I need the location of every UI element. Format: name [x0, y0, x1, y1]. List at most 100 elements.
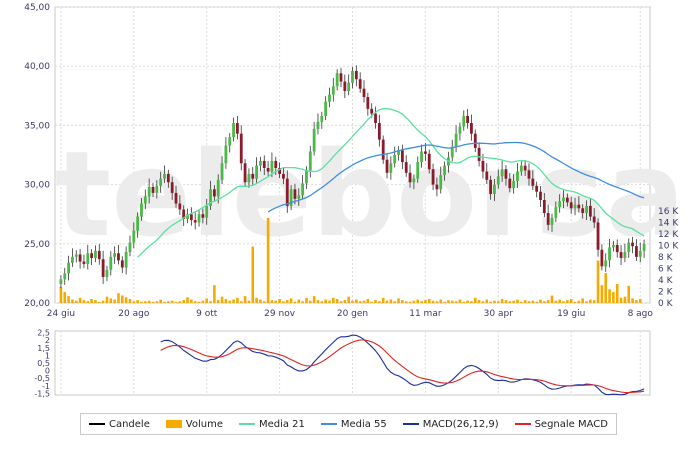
volume-bar — [585, 301, 588, 303]
candle-body — [539, 191, 542, 200]
macd-tick-label: 1 — [45, 351, 50, 360]
volume-bar — [282, 301, 285, 303]
volume-bar — [627, 285, 631, 303]
volume-bar — [351, 300, 354, 303]
volume-bar — [493, 300, 496, 303]
candle-body — [147, 186, 151, 197]
volume-bar — [424, 300, 427, 303]
legend-label: Media 21 — [258, 418, 305, 430]
volume-bar — [124, 297, 128, 303]
volume-bar — [78, 297, 82, 303]
volume-bar — [105, 296, 109, 303]
candle-body — [516, 171, 519, 182]
macd-lines — [160, 334, 645, 396]
candle-body — [573, 204, 577, 209]
volume-bar — [523, 300, 527, 303]
candle-body — [638, 250, 642, 257]
volume-bar — [512, 300, 515, 303]
macd-tick-label: 0,5 — [37, 359, 50, 368]
candle-body — [212, 189, 216, 197]
candle-body — [155, 185, 159, 193]
candle-body — [174, 192, 178, 204]
volume-tick-label: 4 K — [658, 276, 674, 286]
macd-tick-label: -1 — [42, 382, 50, 391]
candle-body — [550, 217, 554, 225]
volume-bar — [558, 299, 561, 303]
candle-body — [450, 146, 454, 158]
candle-body — [420, 151, 423, 163]
candle-body — [404, 162, 408, 173]
volume-bar — [504, 300, 508, 303]
x-tick-label: 11 mar — [409, 309, 442, 319]
volume-bar — [404, 301, 408, 303]
candle-body — [631, 242, 634, 247]
volume-bar — [600, 285, 604, 303]
volume-bar — [604, 273, 608, 303]
volume-bar — [638, 298, 642, 303]
chart-legend: Candele Volume Media 21 Media 55 MACD(26,12,… — [80, 413, 617, 435]
candle-body — [416, 162, 420, 179]
macd-tick-label: 2,5 — [37, 329, 50, 338]
volume-bar — [462, 301, 466, 303]
candle-body — [585, 205, 588, 214]
volume-tick-label: 2 K — [658, 288, 674, 298]
y-tick-label: 25,00 — [24, 240, 50, 250]
candle-body — [328, 94, 331, 102]
candle-body — [542, 199, 546, 214]
legend-swatch — [88, 423, 105, 425]
candle-body — [324, 101, 328, 116]
candle-body — [320, 115, 324, 122]
volume-bars — [59, 217, 642, 303]
candle-body — [163, 173, 166, 179]
candle-body — [247, 173, 251, 183]
volume-bar — [543, 301, 546, 303]
volume-bar — [554, 300, 558, 303]
volume-tick-label: 12 K — [658, 230, 679, 240]
candle-body — [132, 230, 136, 243]
volume-bar — [167, 301, 170, 303]
candle-body — [97, 250, 101, 260]
volume-bar — [170, 300, 174, 303]
macd-tick-label: -1,5 — [34, 389, 50, 398]
volume-bar — [228, 300, 232, 303]
candle-body — [197, 214, 201, 223]
x-tick-label: 8 ago — [628, 309, 654, 319]
candle-body — [136, 216, 140, 231]
volume-bar — [97, 301, 101, 303]
candle-body — [366, 96, 370, 109]
volume-bar — [412, 300, 416, 303]
macd-tick-label: 1,5 — [37, 344, 50, 353]
candle-body — [554, 207, 558, 218]
candle-body — [381, 139, 385, 160]
volume-bar — [209, 301, 212, 303]
candle-body — [90, 253, 94, 259]
volume-bar — [358, 301, 362, 303]
volume-bar — [159, 299, 162, 303]
volume-tick-label: 6 K — [658, 265, 674, 275]
x-tick-label: 30 apr — [484, 309, 514, 319]
candle-body — [500, 169, 504, 177]
volume-bar — [320, 301, 324, 303]
candle-body — [220, 163, 224, 180]
candle-body — [193, 220, 197, 223]
volume-bar — [362, 300, 366, 303]
candle-body — [642, 243, 646, 251]
volume-bar — [420, 301, 423, 303]
volume-bar — [285, 300, 289, 303]
volume-bar — [274, 300, 278, 303]
volume-bar — [366, 298, 370, 303]
candle-body — [473, 133, 477, 148]
candle-body — [71, 256, 74, 263]
volume-bar — [94, 300, 97, 303]
candle-body — [588, 205, 592, 217]
macd-signal-line — [160, 339, 645, 394]
legend-item: MACD(26,12,9) — [402, 419, 499, 430]
legend-swatch — [238, 423, 255, 425]
volume-bar — [343, 300, 347, 303]
candle-body — [262, 160, 266, 169]
candle-body — [216, 179, 220, 197]
candle-body — [470, 123, 473, 134]
candle-body — [255, 165, 258, 179]
volume-bar — [389, 299, 393, 303]
candle-body — [82, 261, 86, 264]
